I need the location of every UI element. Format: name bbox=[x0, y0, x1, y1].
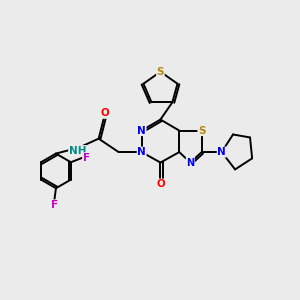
Text: S: S bbox=[198, 126, 206, 136]
Text: O: O bbox=[101, 108, 110, 118]
Text: S: S bbox=[157, 67, 164, 77]
Text: N: N bbox=[137, 147, 146, 157]
Text: F: F bbox=[82, 153, 90, 163]
Text: N: N bbox=[217, 147, 226, 157]
Text: O: O bbox=[156, 179, 165, 189]
Text: NH: NH bbox=[69, 146, 86, 156]
Text: N: N bbox=[186, 158, 194, 167]
Text: N: N bbox=[137, 126, 146, 136]
Text: F: F bbox=[51, 200, 58, 210]
